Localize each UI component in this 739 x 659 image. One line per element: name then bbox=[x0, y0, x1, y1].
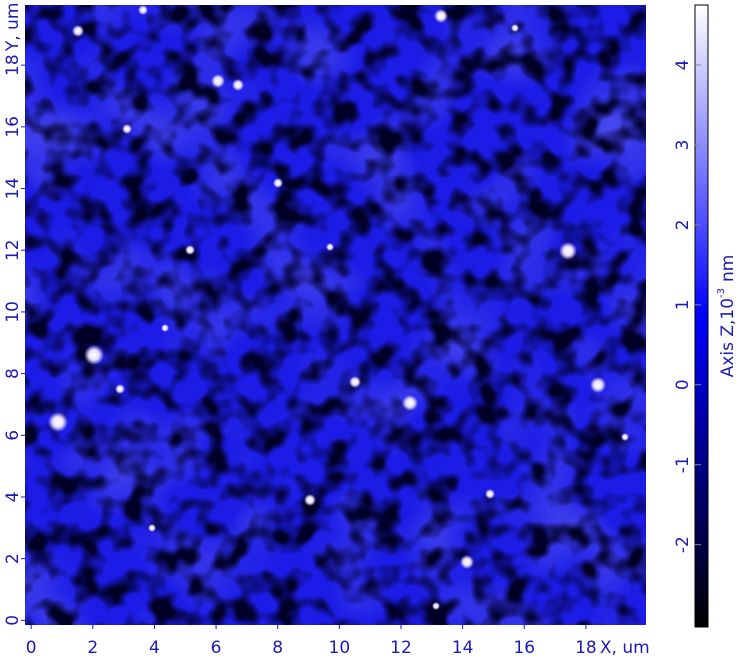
x-tick-label: 10 bbox=[329, 638, 351, 658]
x-tick-label: 12 bbox=[390, 638, 412, 658]
x-tick-label: 6 bbox=[211, 638, 222, 658]
y-tick-label: 10 bbox=[3, 301, 23, 323]
colorbar-tick-label: 3 bbox=[673, 139, 693, 150]
x-axis-label: X, um bbox=[600, 638, 650, 658]
y-tick-label: 4 bbox=[3, 492, 23, 503]
x-tick-label: 4 bbox=[149, 638, 160, 658]
colorbar-label: Axis Z,10-3 nm bbox=[716, 255, 738, 378]
colorbar-tick-label: 0 bbox=[673, 379, 693, 390]
x-tick-label: 0 bbox=[26, 638, 37, 658]
afm-image bbox=[25, 5, 646, 625]
y-tick-label: 14 bbox=[3, 178, 23, 200]
x-tick-label: 2 bbox=[87, 638, 98, 658]
colorbar-label-text: Axis Z,10 bbox=[718, 298, 738, 377]
y-axis-label: Y, um bbox=[3, 3, 23, 53]
colorbar-label-unit: nm bbox=[718, 255, 738, 282]
colorbar-tick-label: -2 bbox=[673, 536, 693, 553]
x-tick-label: 16 bbox=[513, 638, 535, 658]
x-tick-label: 14 bbox=[452, 638, 474, 658]
colorbar-tick-label: -1 bbox=[673, 456, 693, 473]
colorbar-label-exponent: -3 bbox=[716, 288, 727, 298]
colorbar-tick-label: 4 bbox=[673, 60, 693, 71]
y-tick-label: 16 bbox=[3, 116, 23, 138]
x-tick-label: 8 bbox=[272, 638, 283, 658]
colorbar-tick-label: 1 bbox=[673, 299, 693, 310]
colorbar bbox=[694, 4, 709, 628]
y-tick-label: 8 bbox=[3, 368, 23, 379]
x-tick-label: 18 bbox=[575, 638, 597, 658]
y-tick-label: 0 bbox=[3, 615, 23, 626]
colorbar-tick-label: 2 bbox=[673, 219, 693, 230]
y-tick-label: 12 bbox=[3, 239, 23, 261]
y-tick-label: 18 bbox=[3, 54, 23, 76]
y-tick-label: 6 bbox=[3, 430, 23, 441]
y-tick-label: 2 bbox=[3, 553, 23, 564]
